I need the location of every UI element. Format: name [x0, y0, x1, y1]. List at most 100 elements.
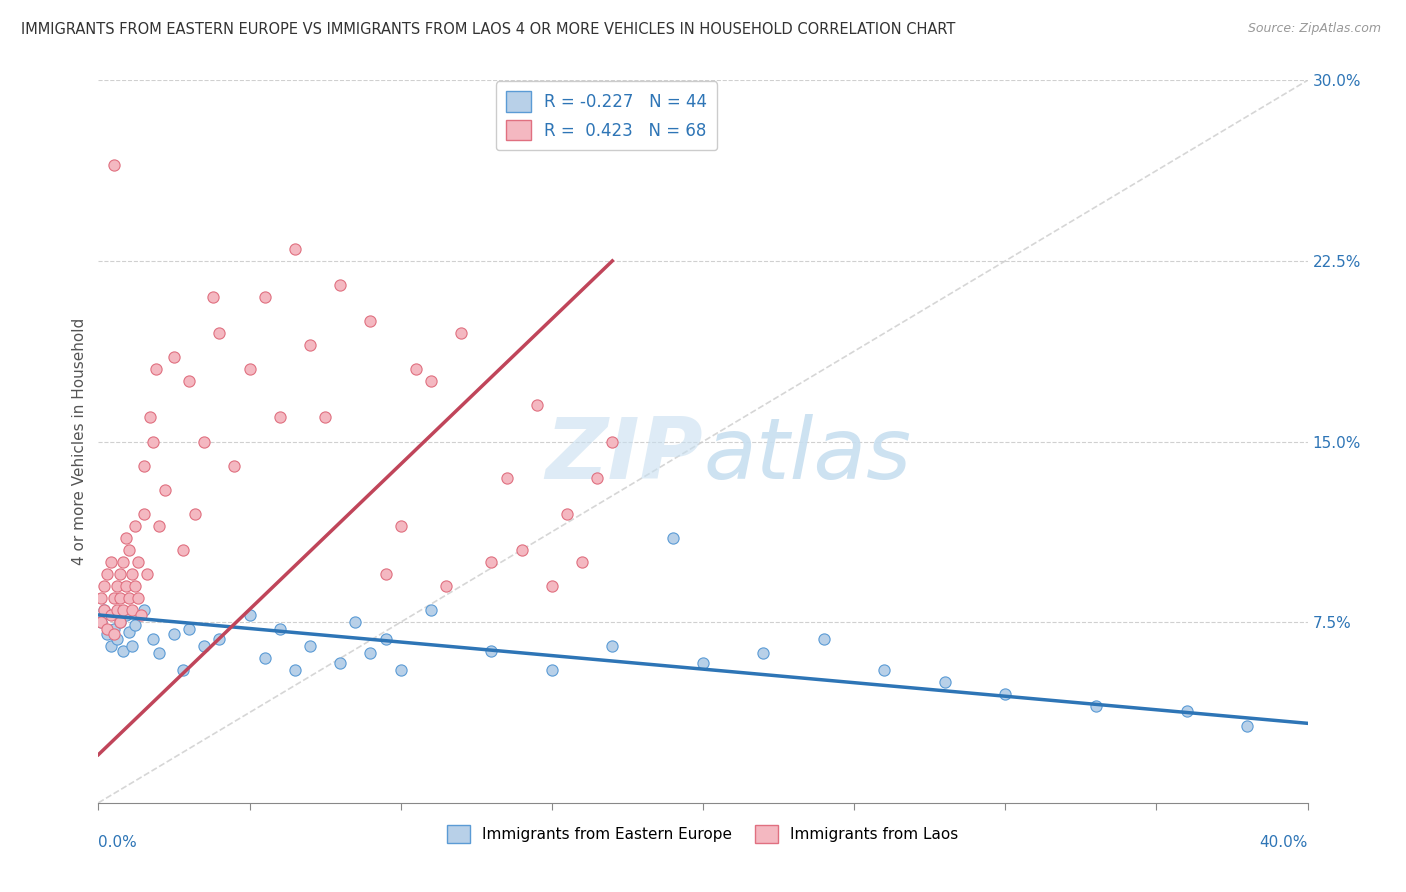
- Point: [873, 664, 896, 678]
- Text: IMMIGRANTS FROM EASTERN EUROPE VS IMMIGRANTS FROM LAOS 4 OR MORE VEHICLES IN HOU: IMMIGRANTS FROM EASTERN EUROPE VS IMMIGR…: [21, 22, 956, 37]
- Point: [114, 531, 136, 545]
- Point: [510, 542, 533, 557]
- Point: [118, 542, 141, 557]
- Point: [253, 290, 276, 304]
- Point: [314, 410, 336, 425]
- Point: [360, 314, 382, 328]
- Point: [142, 434, 165, 449]
- Text: Source: ZipAtlas.com: Source: ZipAtlas.com: [1247, 22, 1381, 36]
- Point: [420, 603, 443, 617]
- Point: [100, 607, 122, 622]
- Point: [105, 579, 128, 593]
- Point: [374, 567, 396, 582]
- Point: [994, 687, 1017, 701]
- Point: [193, 434, 215, 449]
- Point: [132, 603, 155, 617]
- Point: [124, 579, 146, 593]
- Point: [450, 326, 472, 340]
- Point: [103, 623, 125, 637]
- Point: [163, 350, 186, 364]
- Point: [93, 603, 115, 617]
- Point: [586, 470, 609, 484]
- Point: [90, 615, 112, 630]
- Point: [108, 567, 131, 582]
- Point: [284, 242, 307, 256]
- Point: [299, 338, 322, 352]
- Point: [105, 632, 128, 646]
- Point: [495, 470, 517, 484]
- Point: [114, 579, 136, 593]
- Point: [100, 639, 122, 653]
- Point: [90, 615, 112, 630]
- Point: [132, 458, 155, 473]
- Point: [172, 664, 194, 678]
- Point: [389, 664, 412, 678]
- Point: [360, 647, 382, 661]
- Point: [405, 362, 427, 376]
- Point: [103, 157, 125, 171]
- Point: [602, 434, 624, 449]
- Point: [239, 607, 262, 622]
- Point: [1085, 699, 1108, 714]
- Point: [96, 623, 118, 637]
- Point: [93, 579, 115, 593]
- Point: [96, 567, 118, 582]
- Point: [145, 362, 167, 376]
- Point: [239, 362, 262, 376]
- Point: [374, 632, 396, 646]
- Point: [692, 656, 714, 670]
- Point: [121, 639, 143, 653]
- Point: [100, 555, 122, 569]
- Point: [208, 632, 231, 646]
- Point: [193, 639, 215, 653]
- Point: [208, 326, 231, 340]
- Point: [540, 664, 562, 678]
- Point: [329, 656, 352, 670]
- Point: [90, 591, 112, 605]
- Point: [139, 410, 162, 425]
- Point: [540, 579, 562, 593]
- Text: 40.0%: 40.0%: [1260, 835, 1308, 850]
- Point: [108, 615, 131, 630]
- Point: [420, 374, 443, 388]
- Point: [179, 623, 201, 637]
- Point: [127, 591, 149, 605]
- Y-axis label: 4 or more Vehicles in Household: 4 or more Vehicles in Household: [72, 318, 87, 566]
- Point: [184, 507, 207, 521]
- Point: [434, 579, 457, 593]
- Point: [124, 617, 146, 632]
- Point: [142, 632, 165, 646]
- Point: [135, 567, 157, 582]
- Point: [111, 603, 134, 617]
- Point: [153, 483, 176, 497]
- Point: [111, 555, 134, 569]
- Point: [103, 591, 125, 605]
- Point: [752, 647, 775, 661]
- Point: [121, 603, 143, 617]
- Point: [121, 567, 143, 582]
- Point: [1175, 704, 1198, 718]
- Point: [813, 632, 835, 646]
- Point: [124, 518, 146, 533]
- Legend: Immigrants from Eastern Europe, Immigrants from Laos: Immigrants from Eastern Europe, Immigran…: [441, 819, 965, 849]
- Point: [299, 639, 322, 653]
- Point: [118, 591, 141, 605]
- Point: [344, 615, 367, 630]
- Point: [96, 627, 118, 641]
- Point: [105, 603, 128, 617]
- Point: [661, 531, 683, 545]
- Point: [481, 644, 503, 658]
- Point: [934, 675, 956, 690]
- Text: ZIP: ZIP: [546, 415, 703, 498]
- Point: [111, 644, 134, 658]
- Point: [129, 607, 152, 622]
- Point: [179, 374, 201, 388]
- Point: [93, 603, 115, 617]
- Point: [127, 555, 149, 569]
- Point: [253, 651, 276, 665]
- Point: [481, 555, 503, 569]
- Point: [1236, 719, 1258, 733]
- Point: [132, 507, 155, 521]
- Point: [103, 627, 125, 641]
- Point: [118, 624, 141, 639]
